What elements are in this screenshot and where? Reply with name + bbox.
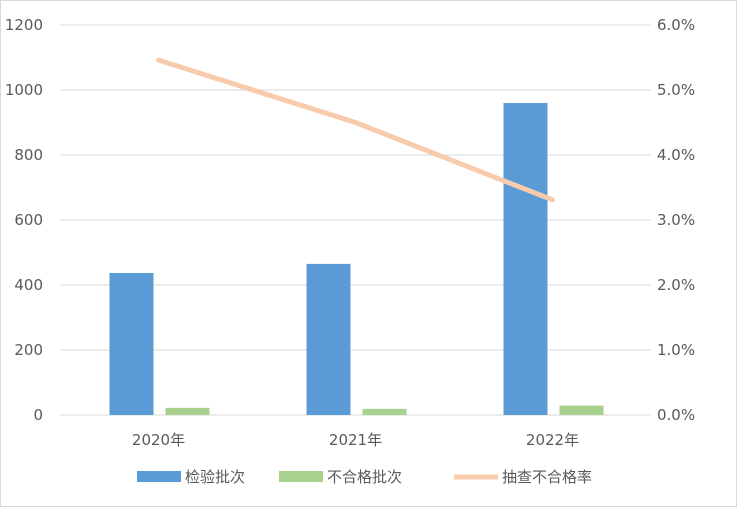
y-tick-label: 600: [14, 211, 43, 229]
legend-swatch: [137, 471, 181, 482]
y-tick-label: 400: [14, 276, 43, 294]
x-tick-label: 2020年: [132, 431, 185, 449]
y-tick-label: 0: [33, 406, 43, 424]
y-tick-label: 1200: [5, 16, 43, 34]
y2-tick-label: 5.0%: [657, 81, 695, 99]
legend-swatch: [279, 471, 323, 482]
bar-inspected: [306, 263, 351, 415]
y-tick-label: 200: [14, 341, 43, 359]
y2-tick-label: 3.0%: [657, 211, 695, 229]
bar-unqualified: [559, 405, 604, 415]
y-tick-label: 800: [14, 146, 43, 164]
legend-label: 抽查不合格率: [502, 468, 592, 486]
bar-unqualified: [362, 408, 407, 415]
y2-tick-label: 4.0%: [657, 146, 695, 164]
y2-tick-label: 1.0%: [657, 341, 695, 359]
x-tick-label: 2022年: [526, 431, 579, 449]
line-rate: [156, 57, 555, 203]
y2-tick-label: 0.0%: [657, 406, 695, 424]
y-tick-label: 1000: [5, 81, 43, 99]
bar-inspected: [503, 103, 548, 415]
legend-label: 检验批次: [185, 468, 245, 486]
y2-tick-label: 2.0%: [657, 276, 695, 294]
y2-tick-label: 6.0%: [657, 16, 695, 34]
bar-unqualified: [165, 407, 210, 415]
legend-label: 不合格批次: [327, 468, 402, 486]
x-tick-label: 2021年: [329, 431, 382, 449]
bar-inspected: [109, 272, 154, 415]
